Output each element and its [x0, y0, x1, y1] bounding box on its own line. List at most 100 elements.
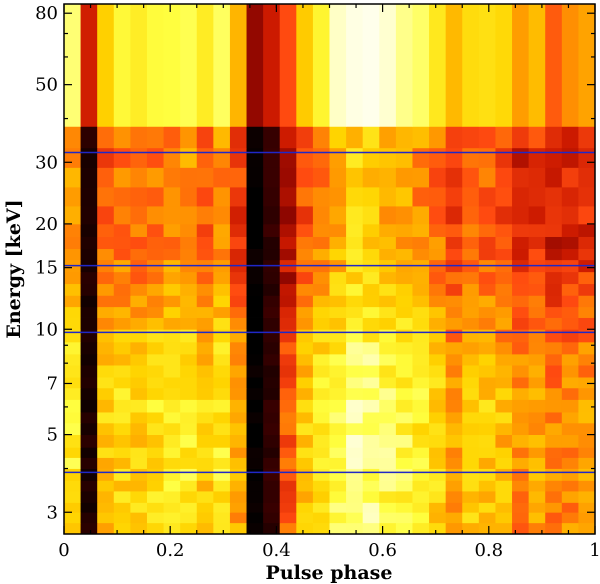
heatmap-cell [163, 377, 181, 389]
heatmap-cell [312, 236, 330, 250]
heatmap-cell [495, 248, 513, 261]
heatmap-cell [97, 147, 115, 168]
heatmap-cell [379, 283, 397, 296]
heatmap-cell [279, 365, 297, 378]
heatmap-cell [379, 522, 397, 535]
heatmap-cell [362, 295, 380, 308]
heatmap-cell [163, 317, 181, 330]
heatmap-cell [462, 147, 480, 168]
heatmap-cell [279, 399, 297, 413]
heatmap-cell [180, 341, 198, 355]
heatmap-cell [346, 295, 364, 308]
heatmap-cell [462, 306, 480, 318]
heatmap-cell [263, 457, 281, 469]
heatmap-cell [229, 126, 247, 149]
heatmap-cell [180, 283, 198, 296]
heatmap-cell [312, 341, 330, 355]
heatmap-cell [229, 457, 247, 469]
heatmap-cell [578, 447, 596, 458]
heatmap-cell [246, 353, 264, 366]
heatmap-cell [146, 236, 164, 250]
heatmap-cell [412, 126, 430, 149]
heatmap-cell [429, 365, 447, 378]
heatmap-cell [395, 387, 413, 400]
heatmap-cell [196, 457, 214, 469]
heatmap-cell [512, 206, 530, 225]
heatmap-cell [196, 206, 214, 225]
heatmap-cell [80, 147, 98, 168]
heatmap-cell [180, 412, 198, 424]
heatmap-cell [263, 317, 281, 330]
heatmap-cell [578, 186, 596, 207]
heatmap-cell [329, 186, 347, 207]
heatmap-cell [512, 306, 530, 318]
tick-label: 5 [47, 425, 58, 446]
heatmap-cell [545, 365, 563, 378]
heatmap-cell [229, 399, 247, 413]
heatmap-cell [528, 512, 546, 524]
heatmap-cell [329, 341, 347, 355]
heatmap-cell [395, 457, 413, 469]
heatmap-cell [180, 167, 198, 188]
heatmap-cell [213, 480, 231, 492]
heatmap-cell [379, 377, 397, 389]
heatmap-cell [196, 4, 214, 127]
heatmap-cell [395, 365, 413, 378]
heatmap-cell [180, 377, 198, 389]
heatmap-cell [163, 422, 181, 436]
heatmap-cell [412, 329, 430, 343]
heatmap-cell [495, 412, 513, 424]
heatmap-cell [445, 186, 463, 207]
heatmap-cell [64, 167, 81, 188]
heatmap-cell [64, 147, 81, 168]
heatmap-cell [528, 434, 546, 448]
heatmap-cell [362, 502, 380, 513]
heatmap-cell [478, 447, 496, 458]
heatmap-cell [545, 457, 563, 469]
heatmap-cell [478, 377, 496, 389]
heatmap-cell [113, 365, 131, 378]
heatmap-cell [346, 399, 364, 413]
heatmap-cell [561, 447, 579, 458]
tick-label: 0 [58, 540, 69, 561]
heatmap-cell [213, 126, 231, 149]
heatmap-cell [578, 377, 596, 389]
heatmap-cell [462, 271, 480, 285]
heatmap-cell [279, 306, 297, 318]
heatmap-cell [528, 422, 546, 436]
heatmap-cell [445, 412, 463, 424]
heatmap-cell [229, 502, 247, 513]
heatmap-cell [512, 387, 530, 400]
heatmap-cell [296, 329, 314, 343]
heatmap-cell [146, 186, 164, 207]
heatmap-cell [412, 387, 430, 400]
heatmap-cell [545, 522, 563, 535]
heatmap-cell [229, 522, 247, 535]
heatmap-cell [80, 522, 98, 535]
heatmap-cell [196, 353, 214, 366]
heatmap-cell [362, 377, 380, 389]
heatmap-cell [362, 365, 380, 378]
heatmap-cell [578, 365, 596, 378]
heatmap-cell [346, 317, 364, 330]
heatmap-cell [329, 399, 347, 413]
heatmap-cell [379, 353, 397, 366]
heatmap-cell [97, 126, 115, 149]
heatmap-cell [97, 329, 115, 343]
heatmap-cell [213, 522, 231, 535]
heatmap-cell [229, 317, 247, 330]
heatmap-cell [279, 457, 297, 469]
heatmap-cell [229, 377, 247, 389]
heatmap-cell [80, 317, 98, 330]
heatmap-cell [229, 329, 247, 343]
heatmap-cell [329, 248, 347, 261]
heatmap-cell [246, 512, 264, 524]
heatmap-cell [429, 434, 447, 448]
heatmap-cell [97, 271, 115, 285]
heatmap-cell [362, 341, 380, 355]
heatmap-cell [97, 422, 115, 436]
heatmap-cell [346, 447, 364, 458]
heatmap-cell [180, 236, 198, 250]
heatmap-cell [246, 147, 264, 168]
heatmap-cell [495, 353, 513, 366]
